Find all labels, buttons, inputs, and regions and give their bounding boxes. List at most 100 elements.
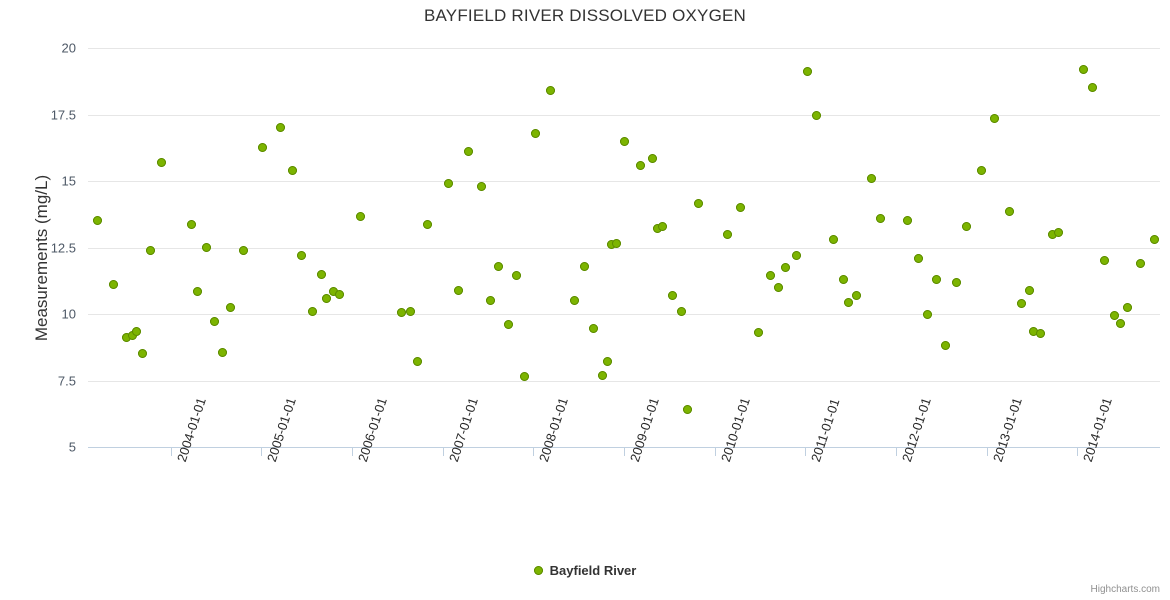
data-point[interactable] [257, 143, 267, 153]
data-point[interactable] [275, 123, 285, 133]
data-point[interactable] [851, 290, 861, 300]
data-point[interactable] [952, 277, 962, 287]
data-point[interactable] [962, 221, 972, 231]
data-point[interactable] [940, 341, 950, 351]
data-point[interactable] [296, 250, 306, 260]
data-point[interactable] [597, 370, 607, 380]
data-point[interactable] [606, 240, 616, 250]
data-point[interactable] [667, 290, 677, 300]
data-point[interactable] [444, 179, 454, 189]
data-point[interactable] [1029, 326, 1039, 336]
data-point[interactable] [512, 270, 522, 280]
data-point[interactable] [422, 220, 432, 230]
data-point[interactable] [1053, 228, 1063, 238]
data-point[interactable] [193, 286, 203, 296]
data-point[interactable] [603, 357, 613, 367]
gridline-y [88, 181, 1160, 182]
data-point[interactable] [579, 261, 589, 271]
data-point[interactable] [477, 181, 487, 191]
data-point[interactable] [225, 302, 235, 312]
data-point[interactable] [1088, 83, 1098, 93]
data-point[interactable] [156, 157, 166, 167]
data-point[interactable] [569, 296, 579, 306]
data-point[interactable] [676, 306, 686, 316]
data-point[interactable] [1079, 64, 1089, 74]
data-point[interactable] [239, 245, 249, 255]
data-point[interactable] [1100, 256, 1110, 266]
data-point[interactable] [356, 212, 366, 222]
data-point[interactable] [1122, 302, 1132, 312]
data-point[interactable] [811, 111, 821, 121]
data-point[interactable] [92, 216, 102, 226]
data-point[interactable] [903, 216, 913, 226]
data-point[interactable] [334, 289, 344, 299]
legend-item-bayfield-river[interactable]: Bayfield River [533, 563, 636, 578]
data-point[interactable] [773, 282, 783, 292]
data-point[interactable] [619, 136, 629, 146]
data-point[interactable] [1035, 329, 1045, 339]
data-point[interactable] [914, 253, 924, 263]
data-point[interactable] [867, 173, 877, 183]
data-point[interactable] [308, 306, 318, 316]
data-point[interactable] [412, 357, 422, 367]
data-point[interactable] [1110, 310, 1120, 320]
data-point[interactable] [202, 243, 212, 252]
data-point[interactable] [976, 165, 986, 175]
data-point[interactable] [287, 165, 297, 175]
data-point[interactable] [486, 296, 496, 306]
data-point[interactable] [780, 262, 790, 272]
data-point[interactable] [653, 224, 663, 234]
data-point[interactable] [588, 324, 598, 334]
data-point[interactable] [504, 320, 514, 330]
data-point[interactable] [519, 372, 529, 381]
data-point[interactable] [453, 285, 463, 295]
data-point[interactable] [722, 229, 732, 239]
data-point[interactable] [397, 308, 407, 318]
data-point[interactable] [766, 270, 776, 280]
data-point[interactable] [829, 235, 838, 245]
data-point[interactable] [1115, 318, 1125, 328]
data-point[interactable] [316, 269, 326, 279]
data-point[interactable] [1024, 285, 1034, 295]
data-point[interactable] [990, 113, 1000, 123]
data-point[interactable] [693, 199, 703, 209]
data-point[interactable] [647, 153, 657, 163]
data-point[interactable] [1016, 298, 1026, 308]
data-point[interactable] [322, 293, 332, 303]
data-point[interactable] [108, 280, 118, 290]
data-point[interactable] [612, 239, 622, 248]
data-point[interactable] [464, 147, 474, 157]
data-point[interactable] [146, 245, 156, 255]
data-point[interactable] [923, 309, 933, 319]
data-point[interactable] [127, 330, 137, 340]
data-point[interactable] [1048, 229, 1058, 239]
data-point[interactable] [132, 326, 142, 336]
credits-link[interactable]: Highcharts.com [1090, 584, 1160, 595]
data-point[interactable] [137, 349, 147, 359]
data-point[interactable] [657, 221, 667, 231]
data-point[interactable] [209, 317, 219, 327]
data-point[interactable] [735, 203, 745, 213]
data-point[interactable] [329, 286, 339, 296]
data-point[interactable] [635, 160, 645, 170]
data-point[interactable] [1004, 207, 1014, 217]
x-tick-mark [805, 447, 807, 456]
data-point[interactable] [932, 274, 942, 284]
data-point[interactable] [186, 220, 196, 230]
data-point[interactable] [876, 213, 886, 223]
data-point[interactable] [1135, 258, 1145, 268]
data-point[interactable] [838, 274, 848, 284]
data-point[interactable] [791, 250, 801, 260]
data-point[interactable] [1150, 235, 1160, 245]
data-point[interactable] [682, 405, 692, 415]
data-point[interactable] [494, 261, 504, 271]
data-point[interactable] [406, 306, 416, 316]
y-tick-label: 5 [68, 439, 76, 455]
data-point[interactable] [802, 67, 812, 77]
data-point[interactable] [753, 328, 763, 338]
data-point[interactable] [844, 297, 854, 307]
data-point[interactable] [546, 86, 556, 96]
data-point[interactable] [122, 333, 132, 343]
data-point[interactable] [530, 128, 540, 138]
data-point[interactable] [217, 348, 227, 358]
